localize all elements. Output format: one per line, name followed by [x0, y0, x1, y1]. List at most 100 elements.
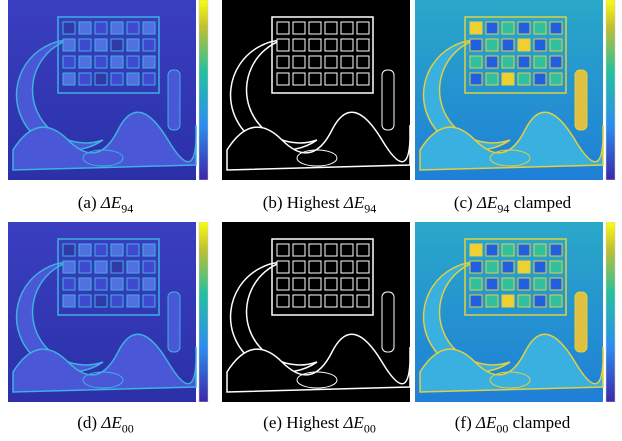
checker-patch — [324, 260, 338, 274]
checker-patch — [469, 21, 483, 35]
checker-patch — [549, 277, 563, 291]
foreground-objects — [419, 111, 604, 171]
checker-frame — [464, 238, 567, 316]
checker-patch — [517, 277, 531, 291]
checker-patch — [356, 21, 370, 35]
caption-part: clamped — [513, 193, 572, 212]
checker-patch — [324, 72, 338, 86]
checker-patch — [356, 38, 370, 52]
checker-patch — [94, 21, 108, 35]
checker-patch — [501, 55, 515, 69]
caption-subscript: 94 — [497, 201, 510, 216]
checker-patch — [469, 55, 483, 69]
bottle — [167, 69, 181, 131]
checker-patch — [110, 243, 124, 257]
checker-patch — [62, 21, 76, 35]
caption-part: (f) — [454, 413, 472, 432]
checker-patch — [485, 55, 499, 69]
checker-patch — [308, 243, 322, 257]
caption-part: Highest — [286, 193, 340, 212]
foreground-objects — [12, 111, 197, 171]
colorbar — [198, 222, 209, 402]
checker-patch — [356, 294, 370, 308]
checker-patch — [549, 72, 563, 86]
checker-patch — [62, 55, 76, 69]
checker-frame — [57, 16, 160, 94]
checker-patch — [110, 38, 124, 52]
caption-subscript: 00 — [363, 421, 376, 436]
checker-patch — [324, 277, 338, 291]
checker-patch — [533, 72, 547, 86]
checker-patch — [308, 38, 322, 52]
checker-patch — [549, 243, 563, 257]
checker-patch — [110, 260, 124, 274]
checker-patch — [501, 260, 515, 274]
moon-shape — [422, 39, 511, 151]
checker-patch — [292, 277, 306, 291]
checker-patch — [276, 243, 290, 257]
checker-patch — [142, 72, 156, 86]
ring — [489, 371, 531, 389]
checker-patch — [276, 55, 290, 69]
checker-patch — [110, 277, 124, 291]
checker-patch — [126, 277, 140, 291]
checker-frame — [271, 16, 374, 94]
checker-patch — [126, 294, 140, 308]
checker-patch — [340, 72, 354, 86]
checker-patch — [62, 243, 76, 257]
checker-patch — [142, 55, 156, 69]
checker-patch — [469, 38, 483, 52]
ring — [82, 371, 124, 389]
caption: (e) Highest ΔE00 — [216, 413, 423, 436]
checker-patch — [78, 294, 92, 308]
checker-patch — [126, 72, 140, 86]
checker-patch — [126, 38, 140, 52]
caption: (f) ΔE00 clamped — [409, 413, 616, 436]
checker-frame — [464, 16, 567, 94]
checker-patch — [308, 260, 322, 274]
checker-patch — [276, 21, 290, 35]
caption-part: ΔE — [476, 413, 497, 432]
checker-patch — [292, 72, 306, 86]
checker-frame — [57, 238, 160, 316]
caption-part: (e) — [263, 413, 283, 432]
checker-patch — [356, 55, 370, 69]
checker-patch — [340, 277, 354, 291]
checker-patch — [549, 294, 563, 308]
checker-patch — [501, 294, 515, 308]
checker-patch — [308, 21, 322, 35]
checker-patch — [340, 294, 354, 308]
checker-patch — [533, 21, 547, 35]
caption-subscript: 94 — [364, 201, 377, 216]
checker-patch — [517, 38, 531, 52]
caption: (a) ΔE94 — [2, 193, 209, 216]
colorbar — [605, 222, 616, 402]
checker-patch — [94, 260, 108, 274]
foreground-objects — [12, 333, 197, 393]
bottle — [381, 291, 395, 353]
ring — [489, 149, 531, 167]
bottle — [574, 291, 588, 353]
panel-image — [415, 0, 616, 180]
checker-patch — [110, 72, 124, 86]
checker-patch — [501, 277, 515, 291]
checker-patch — [110, 55, 124, 69]
checker-patch — [78, 38, 92, 52]
checker-patch — [501, 243, 515, 257]
panel-image — [415, 222, 616, 402]
checker-patch — [533, 260, 547, 274]
checker-patch — [517, 21, 531, 35]
checker-patch — [533, 294, 547, 308]
checker-patch — [549, 260, 563, 274]
checker-patch — [276, 277, 290, 291]
checker-patch — [62, 294, 76, 308]
checker-patch — [469, 294, 483, 308]
checker-patch — [501, 38, 515, 52]
foreground-objects — [226, 111, 411, 171]
checker-patch — [549, 55, 563, 69]
checker-patch — [110, 21, 124, 35]
checker-patch — [533, 38, 547, 52]
checker-patch — [276, 294, 290, 308]
checker-patch — [142, 277, 156, 291]
checker-patch — [78, 21, 92, 35]
